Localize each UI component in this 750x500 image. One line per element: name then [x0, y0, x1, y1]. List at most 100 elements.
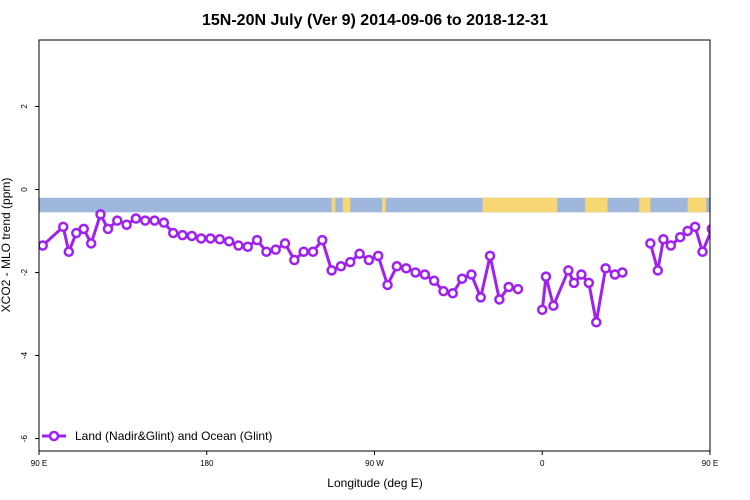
data-point	[400, 263, 412, 274]
x-axis-label: Longitude (deg E)	[327, 476, 422, 490]
data-point	[242, 241, 254, 252]
data-point	[279, 238, 291, 249]
data-point	[85, 238, 97, 249]
data-point	[195, 233, 207, 244]
legend: Land (Nadir&Glint) and Ocean (Glint)	[42, 429, 272, 443]
data-point	[130, 213, 142, 224]
data-point	[428, 275, 440, 287]
data-point	[658, 234, 669, 245]
data-point	[466, 269, 477, 280]
data-point	[537, 304, 548, 316]
data-point	[706, 224, 710, 234]
data-point	[600, 263, 611, 274]
data-point	[71, 227, 82, 239]
data-point	[39, 240, 48, 251]
land-segment-6	[687, 197, 707, 213]
data-point	[723, 210, 731, 218]
data-point	[177, 229, 188, 241]
data-point	[617, 267, 628, 278]
data-point	[289, 254, 300, 266]
data-point	[307, 246, 319, 257]
data-point	[391, 261, 403, 272]
data-point	[568, 277, 580, 289]
data-point	[645, 238, 656, 249]
data-point	[261, 246, 272, 257]
data-point	[665, 240, 677, 251]
data-point	[251, 234, 263, 246]
data-point	[674, 231, 686, 243]
data-point	[363, 254, 375, 266]
data-point	[563, 265, 574, 276]
data-point	[494, 294, 505, 305]
data-point	[419, 269, 431, 280]
data-point	[149, 215, 160, 226]
x-tick-label: 180	[200, 459, 214, 468]
data-point	[186, 230, 198, 242]
data-point	[139, 215, 151, 226]
data-point	[503, 281, 514, 293]
data-point	[410, 267, 421, 278]
data-point	[158, 217, 170, 228]
data-point	[214, 234, 226, 245]
data-point	[715, 237, 723, 245]
x-axis: 90 E 180 90 W 0 90 E	[31, 451, 718, 468]
land-segment-2	[381, 197, 386, 213]
data-point	[326, 265, 337, 276]
data-point	[591, 317, 602, 328]
data-point	[335, 261, 347, 272]
land-ocean-mask	[39, 197, 710, 213]
data-point	[205, 233, 216, 244]
data-point	[512, 283, 524, 295]
data-point	[233, 240, 244, 251]
data-point	[354, 248, 365, 260]
y-axis-label: XCO2 - MLO trend (ppm)	[0, 178, 13, 313]
data-point	[682, 225, 693, 237]
data-point	[447, 287, 459, 299]
data-point	[223, 236, 235, 247]
data-point	[372, 250, 384, 262]
data-point	[121, 219, 132, 230]
legend-marker	[48, 430, 60, 442]
data-point	[298, 246, 309, 257]
data-point	[652, 265, 664, 276]
land-segment-0	[331, 197, 336, 213]
y-tick-label: -2	[20, 268, 29, 276]
x-tick-label: 90 E	[702, 459, 718, 468]
data-point	[697, 246, 708, 257]
data-point	[63, 246, 75, 257]
chart-title: 15N-20N July (Ver 9) 2014-09-06 to 2018-…	[202, 12, 548, 29]
land-segment-5	[639, 197, 651, 213]
data-point	[95, 209, 106, 220]
data-point	[689, 221, 701, 233]
plot-frame	[38, 39, 711, 452]
series-line-0-0	[41, 212, 519, 301]
data-point	[112, 215, 123, 226]
data-point	[57, 221, 69, 233]
data-point	[456, 273, 468, 284]
data-point	[484, 250, 496, 262]
data-point	[475, 292, 486, 303]
x-tick-label: 90 W	[365, 459, 384, 468]
data-point	[438, 285, 449, 297]
data-point	[167, 227, 179, 239]
data-point	[732, 223, 740, 231]
data-point	[270, 244, 281, 255]
x-tick-label: 90 E	[31, 459, 47, 468]
data-point	[317, 234, 328, 246]
y-axis: 2 0 -2 -4 -6	[20, 104, 39, 442]
data-point	[540, 271, 552, 282]
ocean-band	[39, 197, 710, 213]
data-point	[382, 279, 393, 291]
series-layer	[39, 209, 748, 328]
data-point	[576, 269, 587, 280]
land-segment-4	[585, 197, 608, 213]
data-point	[740, 217, 748, 225]
legend-label: Land (Nadir&Glint) and Ocean (Glint)	[75, 429, 272, 443]
land-segment-3	[482, 197, 558, 213]
x-tick-label: 0	[540, 459, 545, 468]
data-point	[583, 277, 595, 289]
land-segment-1	[342, 197, 351, 213]
y-tick-label: -4	[20, 351, 29, 359]
y-tick-label: 2	[20, 104, 29, 109]
